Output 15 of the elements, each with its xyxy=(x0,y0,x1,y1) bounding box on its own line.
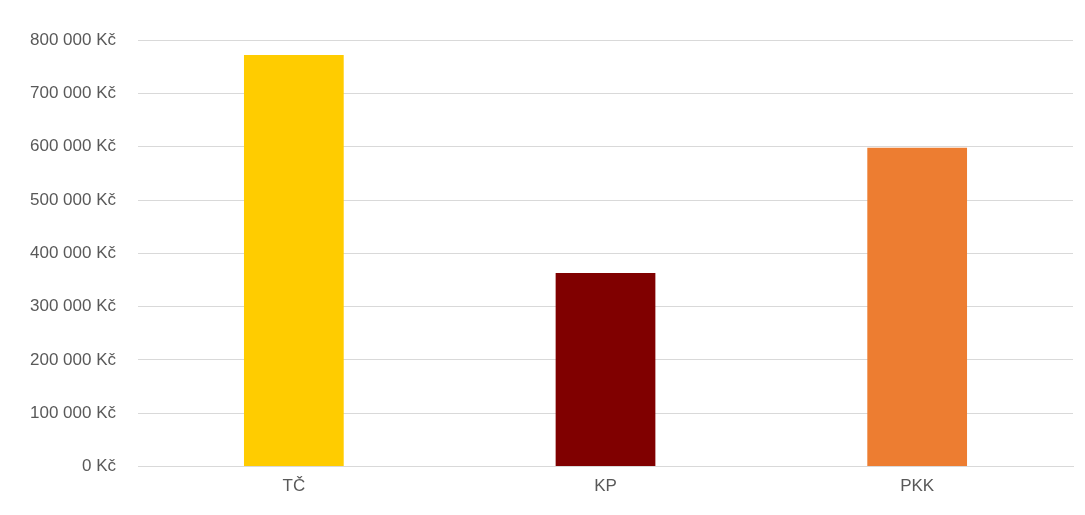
bar xyxy=(867,147,968,467)
x-tick-label: PKK xyxy=(900,476,935,496)
y-tick-label: 700 000 Kč xyxy=(30,83,117,103)
bar xyxy=(555,273,656,467)
y-tick-label: 300 000 Kč xyxy=(30,296,117,316)
y-tick-label: 400 000 Kč xyxy=(30,243,117,263)
y-tick-label: 500 000 Kč xyxy=(30,189,117,209)
x-tick-label: KP xyxy=(594,476,617,496)
y-tick-label: 200 000 Kč xyxy=(30,349,117,369)
y-tick-label: 800 000 Kč xyxy=(30,29,117,49)
y-tick-label: 600 000 Kč xyxy=(30,136,117,156)
bar xyxy=(243,55,344,467)
y-tick-label: 0 Kč xyxy=(81,456,117,476)
x-tick-label: TČ xyxy=(282,476,306,496)
y-tick-label: 100 000 Kč xyxy=(30,402,117,422)
